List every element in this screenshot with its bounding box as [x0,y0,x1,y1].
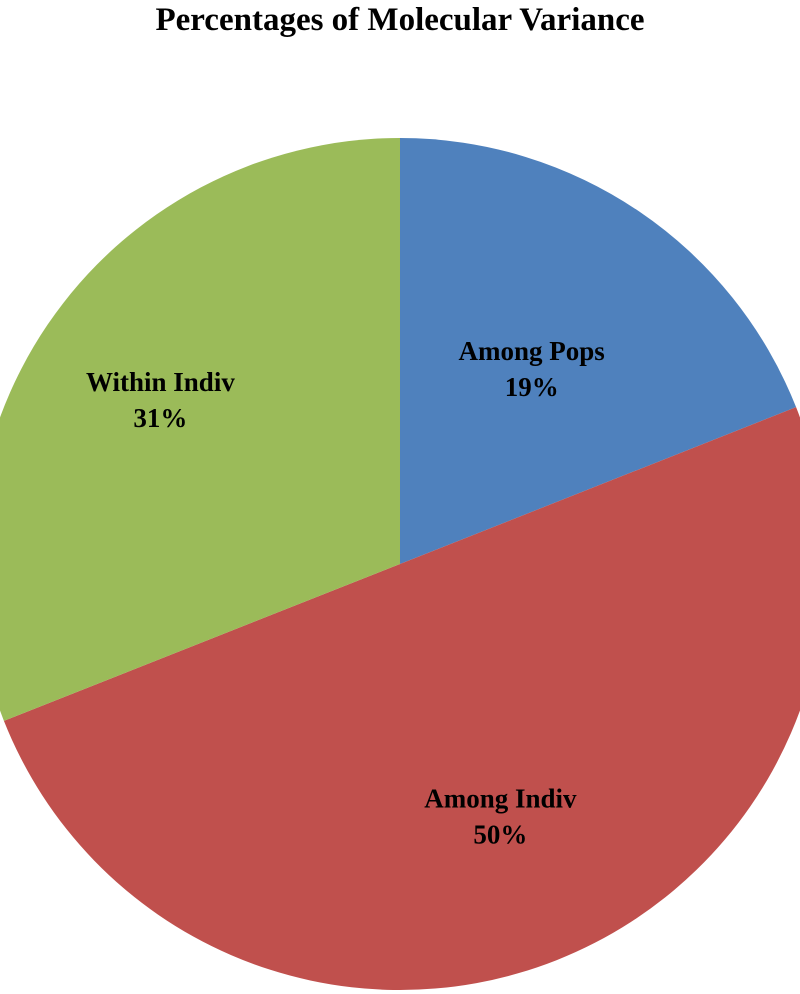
slice-label-value: 31% [133,403,187,433]
slice-label-name: Within Indiv [86,367,235,397]
pie-slices [0,138,800,990]
pie-slice-among-pops [400,138,797,564]
pie-slice-among-indiv [3,407,800,990]
chart-title: Percentages of Molecular Variance [155,2,645,38]
pie-labels: Among Pops 19% Among Indiv 50% Within Indiv 3… [86,336,605,849]
slice-label-name: Among Indiv [424,783,577,813]
slice-label-name: Among Pops [459,336,605,366]
slice-label-value: 19% [505,372,559,402]
pie-slice-within-indiv [0,138,400,721]
slice-label-value: 50% [473,819,527,849]
